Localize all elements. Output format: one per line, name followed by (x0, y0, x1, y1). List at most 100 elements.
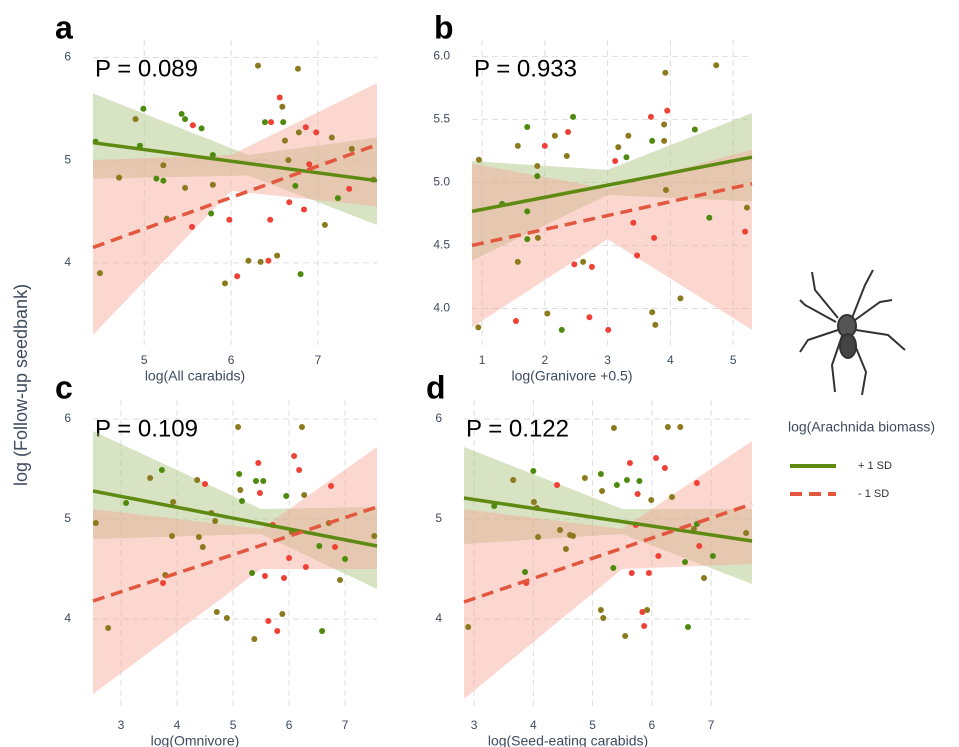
data-point (160, 580, 167, 586)
y-axis-title: log (Follow-up seedbank) (11, 284, 31, 486)
x-tick-label: 2 (541, 353, 548, 367)
y-tick-label: 5 (435, 511, 442, 525)
data-point (586, 314, 593, 321)
data-point (475, 156, 482, 163)
data-point (96, 270, 103, 277)
x-tick-label: 5 (141, 353, 148, 367)
y-tick-label: 5.5 (433, 112, 450, 126)
x-tick-label: 3 (604, 353, 611, 367)
data-point (321, 221, 328, 228)
data-point (530, 499, 537, 505)
x-tick-label: 3 (118, 718, 125, 732)
data-point (562, 546, 569, 552)
x-axis-title: log(Granivore +0.5) (511, 368, 632, 384)
y-tick-label: 4 (64, 611, 71, 625)
data-point (182, 184, 189, 191)
fit-line (92, 489, 378, 548)
x-tick-label: 6 (649, 718, 656, 732)
data-point (194, 477, 201, 483)
data-point (302, 564, 309, 570)
p-value: P = 0.089 (95, 55, 198, 82)
data-point (199, 544, 206, 550)
data-point (261, 573, 268, 579)
data-point (600, 615, 607, 621)
data-point (301, 206, 308, 213)
data-point (535, 534, 542, 540)
data-point (296, 467, 303, 473)
data-point (328, 483, 335, 489)
data-point (534, 163, 541, 170)
data-point (664, 424, 671, 430)
data-point (92, 520, 99, 526)
data-point (239, 498, 246, 504)
data-point (570, 113, 577, 120)
data-point (334, 195, 341, 202)
data-point (209, 181, 216, 188)
data-point (331, 544, 338, 550)
data-point (628, 570, 635, 576)
data-point (281, 575, 288, 581)
data-point (209, 152, 216, 159)
x-tick-label: 5 (730, 353, 737, 367)
data-point (256, 490, 263, 496)
data-point (182, 116, 189, 123)
confidence-band (472, 149, 752, 330)
data-point (706, 214, 713, 221)
fit-line (463, 502, 753, 604)
data-point (612, 157, 619, 164)
data-point (664, 107, 671, 114)
data-point (605, 326, 612, 333)
data-point (530, 468, 537, 474)
data-point (661, 465, 668, 471)
data-point (147, 475, 154, 481)
data-point (551, 132, 558, 139)
data-point (588, 263, 595, 270)
data-point (475, 324, 482, 331)
data-point (222, 280, 229, 287)
data-point (691, 126, 698, 133)
data-point (597, 607, 604, 613)
data-point (213, 609, 220, 615)
data-point (743, 530, 750, 536)
data-point (236, 471, 243, 477)
data-point (306, 161, 313, 168)
y-tick-label: 4.0 (433, 301, 450, 315)
data-point (274, 252, 281, 259)
data-point (630, 219, 637, 226)
data-point (626, 460, 633, 466)
data-point (208, 210, 215, 217)
data-point (669, 494, 675, 500)
data-point (226, 216, 233, 223)
data-point (514, 258, 521, 265)
data-point (524, 236, 531, 243)
data-point (170, 499, 177, 505)
data-point (534, 234, 541, 241)
data-point (661, 137, 668, 144)
x-tick-label: 4 (667, 353, 674, 367)
confidence-band (464, 441, 752, 699)
data-point (337, 577, 344, 583)
data-point (534, 173, 541, 180)
data-point (625, 132, 632, 139)
data-point (693, 480, 700, 486)
data-point (153, 175, 160, 182)
data-point (465, 624, 472, 630)
data-point (713, 62, 720, 69)
data-point (571, 261, 578, 268)
data-point (198, 125, 205, 132)
data-point (647, 113, 654, 120)
data-point (158, 467, 165, 473)
y-tick-label: 6 (64, 411, 71, 425)
data-point (285, 157, 292, 164)
data-point (265, 618, 272, 624)
data-point (328, 134, 335, 141)
data-point (742, 228, 749, 235)
data-point (251, 636, 258, 642)
data-point (223, 615, 230, 621)
x-tick-label: 4 (530, 718, 537, 732)
data-point (292, 182, 299, 189)
data-point (610, 425, 617, 431)
data-point (613, 482, 620, 488)
data-point (132, 116, 139, 123)
data-point (634, 491, 641, 497)
